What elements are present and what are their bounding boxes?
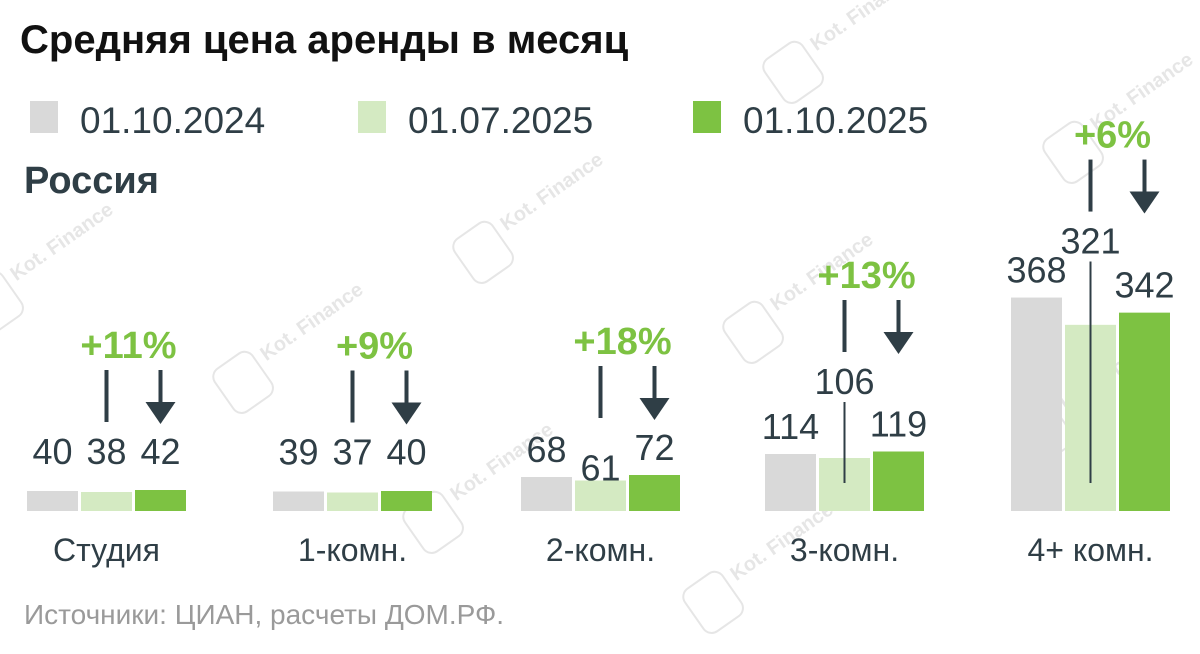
category-label: 4+ комн. — [1027, 532, 1153, 568]
bar — [27, 491, 78, 511]
legend-label: 01.07.2025 — [408, 100, 593, 141]
watermark-cat-icon — [212, 350, 274, 414]
value-label: 342 — [1114, 265, 1174, 306]
value-label: 106 — [814, 361, 874, 402]
value-label: 368 — [1006, 250, 1066, 291]
value-label: 38 — [86, 431, 126, 472]
value-label: 61 — [580, 448, 620, 489]
change-arrow-head — [145, 402, 176, 424]
value-label: 119 — [870, 404, 927, 445]
category-group: 68 61 72 +18% 2-комн. — [521, 321, 680, 568]
bar — [575, 480, 626, 511]
legend-label: 01.10.2025 — [743, 100, 928, 141]
bar — [1011, 297, 1062, 511]
bar — [521, 477, 572, 511]
category-label: Студия — [53, 532, 160, 568]
value-label: 40 — [32, 431, 72, 472]
bar — [765, 454, 816, 511]
change-arrow-head — [1129, 191, 1160, 214]
legend: 01.10.2024 01.07.2025 01.10.2025 — [30, 100, 928, 141]
source-note: Источники: ЦИАН, расчеты ДОМ.РФ. — [24, 599, 504, 630]
watermark: Kot. Finance — [452, 149, 607, 284]
watermark-text: Kot. Finance — [496, 149, 607, 236]
value-label: 39 — [278, 432, 318, 473]
region-label: Россия — [24, 160, 159, 202]
category-group: 39 37 40 +9% 1-комн. — [273, 326, 432, 568]
watermark: Kot. Finance — [0, 199, 117, 334]
bar — [273, 491, 324, 511]
watermark-cat-icon — [1042, 120, 1104, 184]
value-label: 40 — [386, 432, 426, 473]
bar — [381, 491, 432, 511]
legend-swatch — [358, 101, 386, 133]
value-label: 114 — [762, 406, 819, 447]
bar — [873, 451, 924, 511]
watermark-cat-icon — [722, 300, 784, 364]
legend-swatch — [693, 101, 721, 133]
bar — [1119, 312, 1170, 511]
watermark-cat-icon — [682, 570, 744, 634]
category-label: 1-комн. — [298, 532, 407, 568]
bar — [81, 492, 132, 511]
legend-label: 01.10.2024 — [80, 100, 265, 141]
value-label: 37 — [332, 432, 372, 473]
watermark-cat-icon — [762, 40, 824, 104]
watermark-text: Kot. Finance — [806, 0, 917, 55]
change-percent: +6% — [1074, 115, 1151, 157]
category-label: 3-комн. — [790, 532, 899, 568]
change-percent: +18% — [573, 321, 671, 363]
watermark-text: Kot. Finance — [6, 199, 117, 286]
category-label: 2-комн. — [546, 532, 655, 568]
change-percent: +9% — [336, 326, 413, 368]
category-group: 40 38 42 +11% Студия — [27, 325, 186, 568]
watermark-cat-icon — [0, 270, 24, 334]
value-label: 68 — [526, 429, 566, 470]
change-arrow-head — [639, 398, 670, 420]
bar — [629, 475, 680, 511]
change-percent: +11% — [80, 325, 176, 367]
change-percent: +13% — [817, 255, 915, 297]
bars-layer: 40 38 42 +11% Студия 39 37 40 +9% 1-комн. 68 61 72 +1… — [27, 115, 1175, 568]
watermark-cat-icon — [452, 220, 514, 284]
legend-swatch — [30, 101, 58, 133]
change-arrow-head — [391, 402, 422, 425]
bar — [327, 492, 378, 511]
watermark: Kot. Finance — [762, 0, 917, 104]
chart-title: Средняя цена аренды в месяц — [20, 18, 629, 62]
change-arrow-head — [883, 332, 914, 354]
bar — [135, 490, 186, 511]
value-label: 321 — [1060, 221, 1120, 262]
value-label: 72 — [634, 427, 674, 468]
value-label: 42 — [140, 431, 180, 472]
